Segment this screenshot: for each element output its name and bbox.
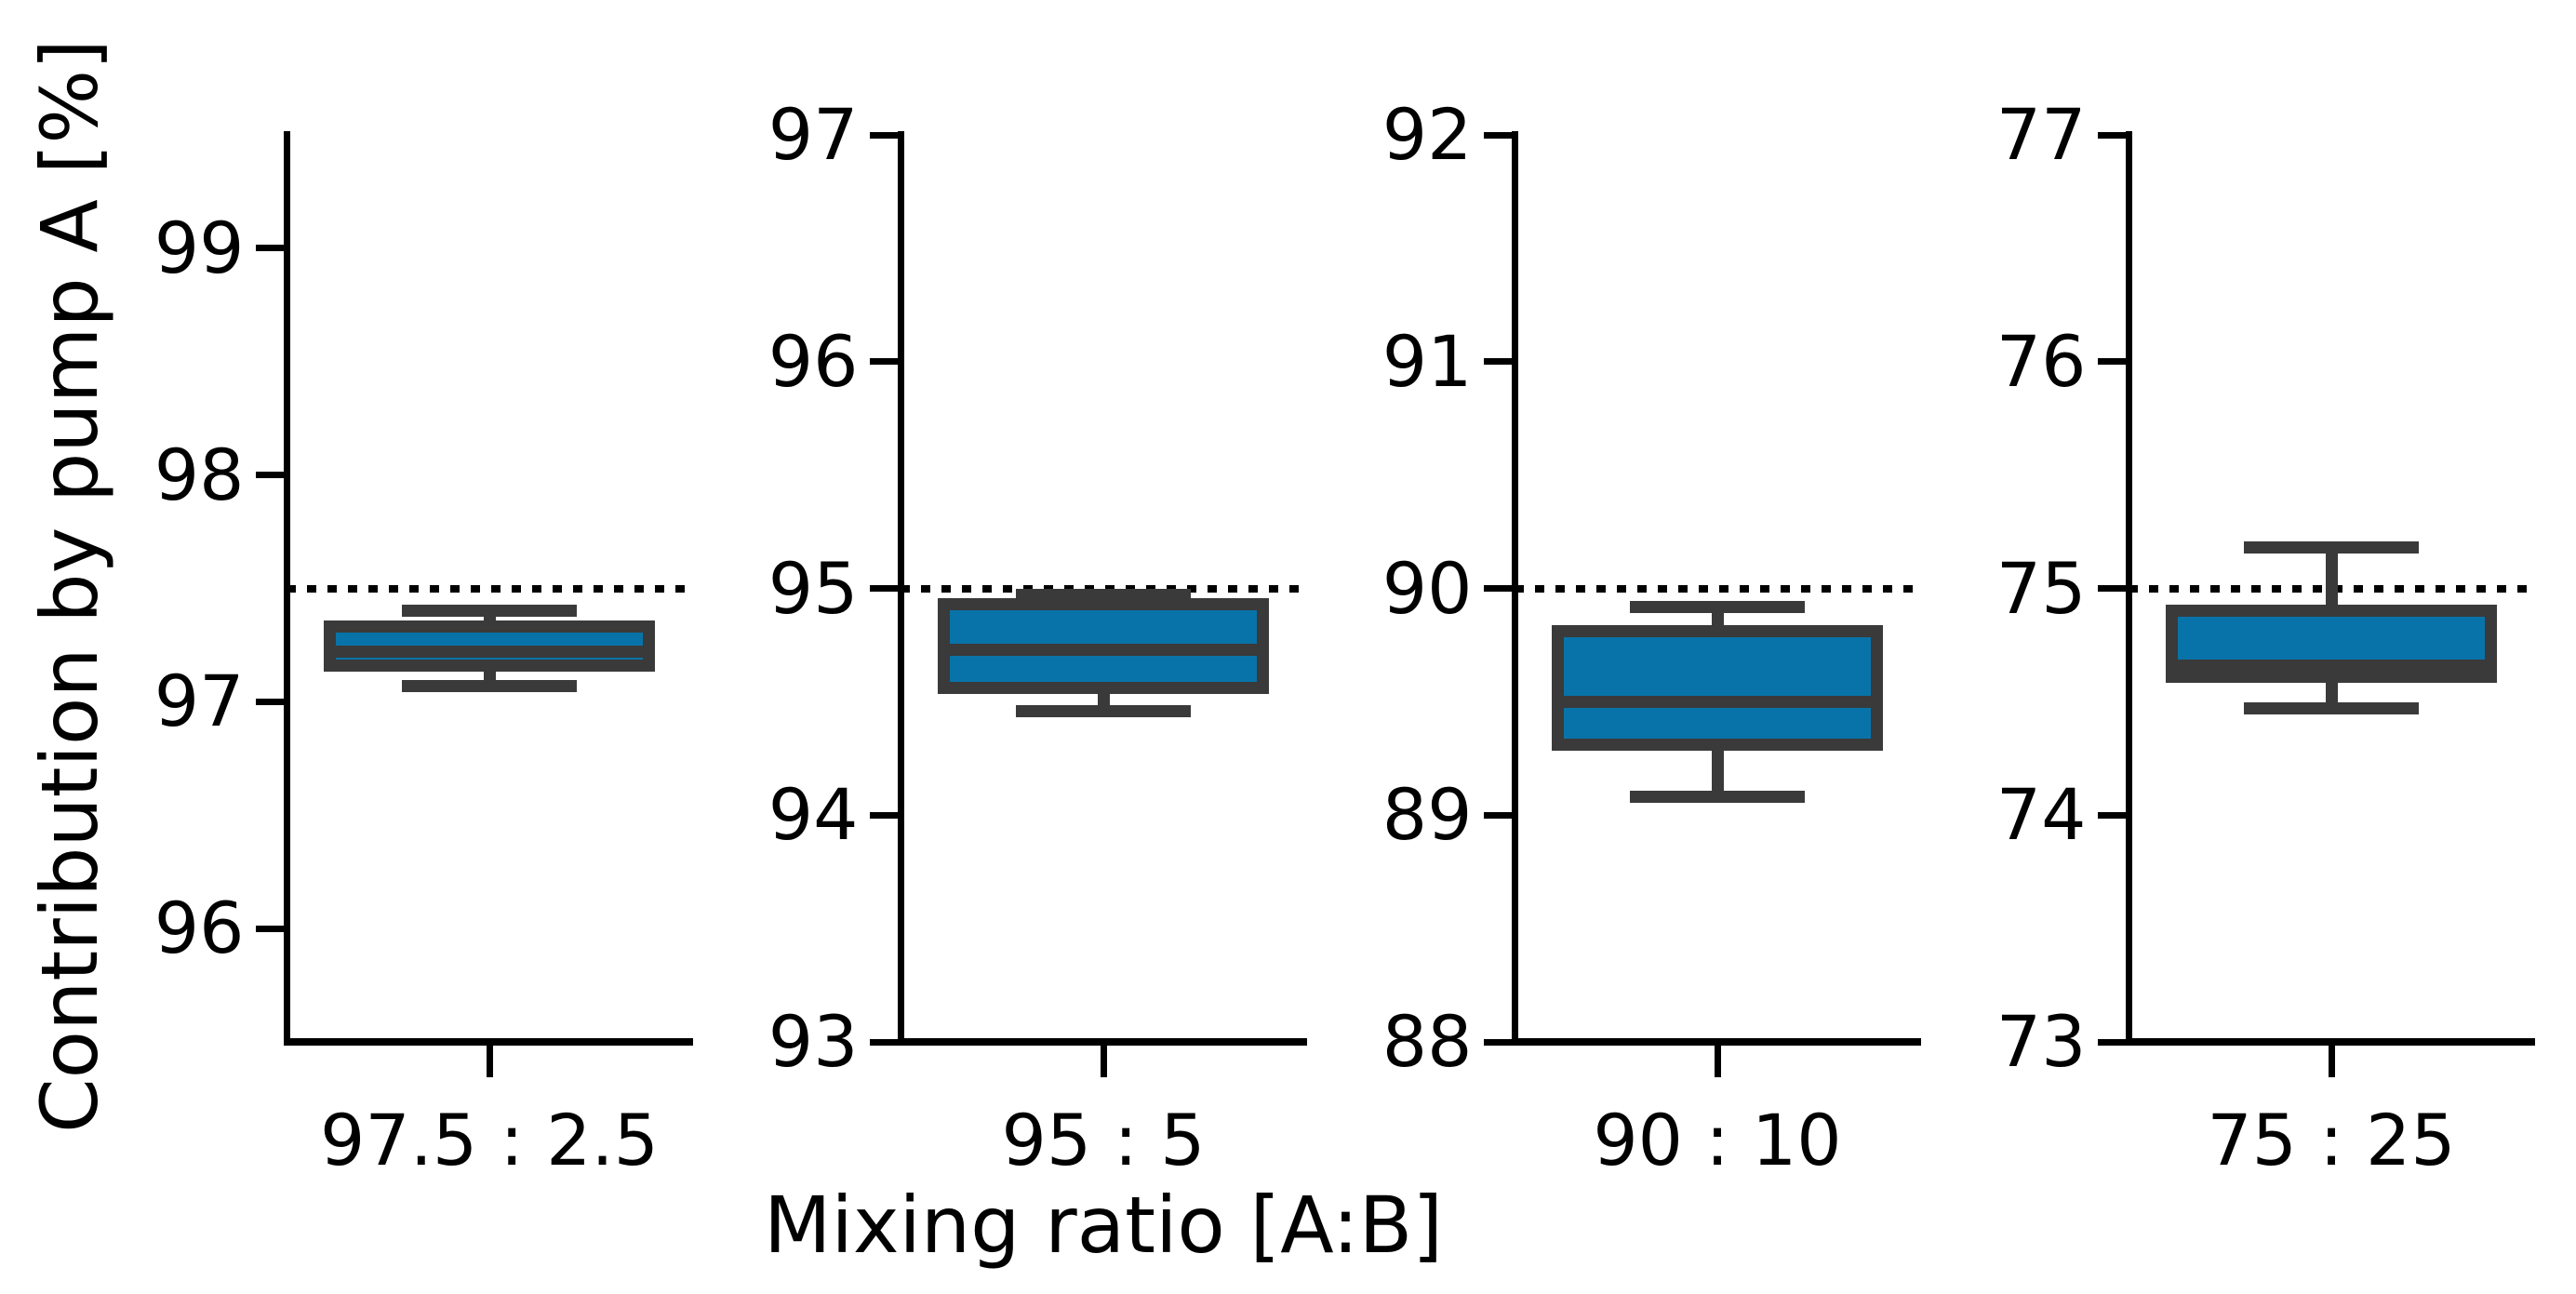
y-tick-label: 96 [767, 319, 859, 403]
y-tick [869, 811, 898, 819]
y-tick-label: 96 [153, 887, 245, 970]
y-tick [869, 1038, 898, 1046]
y-tick [1483, 585, 1512, 592]
target-line [901, 584, 1306, 593]
y-tick [2097, 131, 2126, 139]
y-tick-label: 92 [1381, 93, 1473, 176]
median-line [324, 646, 655, 659]
whisker-cap-upper [2244, 541, 2419, 554]
y-tick [2097, 585, 2126, 592]
x-tick [1100, 1046, 1107, 1077]
y-tick-label: 75 [1995, 546, 2087, 630]
whisker-upper-line [2325, 547, 2338, 611]
y-tick-label: 74 [1995, 773, 2087, 857]
whisker-cap-lower [402, 679, 577, 692]
x-axis-title: Mixing ratio [A:B] [764, 1180, 1443, 1271]
x-tick-label: 90 : 10 [1593, 1099, 1842, 1181]
x-tick [486, 1046, 493, 1077]
y-tick [1483, 358, 1512, 366]
y-tick [255, 698, 284, 705]
whisker-upper-line [1711, 607, 1724, 632]
y-tick-label: 88 [1381, 1000, 1473, 1083]
y-tick [1483, 811, 1512, 819]
y-tick [255, 245, 284, 252]
y-tick [255, 925, 284, 932]
y-tick-label: 89 [1381, 773, 1473, 857]
x-tick [1714, 1046, 1721, 1077]
x-axis-line [2125, 1038, 2535, 1046]
target-line [287, 584, 692, 593]
x-tick-label: 75 : 25 [2207, 1099, 2456, 1181]
y-tick [2097, 358, 2126, 366]
box-iqr [1552, 625, 1883, 752]
y-tick-label: 90 [1381, 546, 1473, 630]
whisker-cap-lower [1630, 791, 1805, 804]
y-tick [869, 358, 898, 366]
y-tick-label: 91 [1381, 319, 1473, 403]
whisker-cap-lower [1016, 704, 1191, 717]
y-tick-label: 95 [767, 546, 859, 630]
median-line [2166, 659, 2497, 672]
x-axis-line [897, 1038, 1307, 1046]
y-tick-label: 76 [1995, 319, 2087, 403]
y-tick [869, 131, 898, 139]
y-tick-label: 99 [153, 206, 245, 289]
x-tick-label: 95 : 5 [1001, 1099, 1206, 1181]
y-tick-label: 98 [153, 433, 245, 516]
median-line [938, 643, 1269, 656]
x-axis-line [1511, 1038, 1921, 1046]
y-tick-label: 94 [767, 773, 859, 857]
y-tick-label: 93 [767, 1000, 859, 1083]
y-tick [869, 585, 898, 592]
target-line [1515, 584, 1920, 593]
y-tick-label: 97 [153, 660, 245, 743]
x-axis-line [283, 1038, 693, 1046]
whisker-lower-line [1711, 744, 1724, 797]
median-line [1552, 695, 1883, 708]
y-tick-label: 73 [1995, 1000, 2087, 1083]
x-tick-label: 97.5 : 2.5 [319, 1099, 659, 1181]
y-tick [1483, 131, 1512, 139]
whisker-cap-upper [1630, 600, 1805, 613]
whisker-cap-lower [2244, 702, 2419, 715]
y-tick [2097, 1038, 2126, 1046]
whisker-lower-line [2325, 676, 2338, 709]
y-tick-label: 77 [1995, 93, 2087, 176]
y-tick [2097, 811, 2126, 819]
y-tick-label: 97 [767, 93, 859, 176]
y-tick [255, 472, 284, 479]
whisker-cap-upper [402, 605, 577, 618]
y-tick [1483, 1038, 1512, 1046]
x-tick [2328, 1046, 2335, 1077]
